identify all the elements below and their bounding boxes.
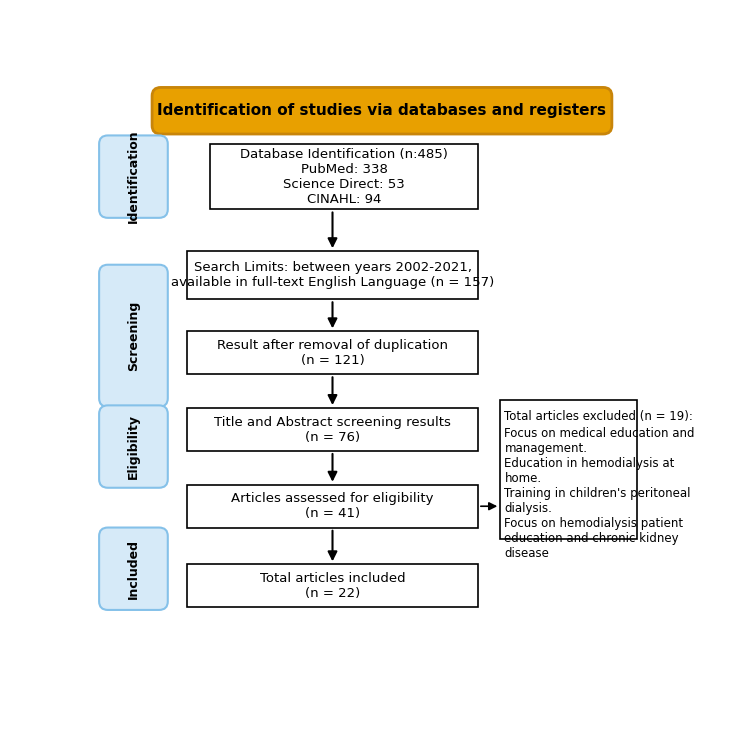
Text: Database Identification (n:485)
PubMed: 338
Science Direct: 53
CINAHL: 94: Database Identification (n:485) PubMed: … <box>240 148 448 206</box>
Text: Screening: Screening <box>127 300 140 371</box>
FancyBboxPatch shape <box>187 331 478 374</box>
FancyBboxPatch shape <box>187 485 478 528</box>
Text: Total articles included
(n = 22): Total articles included (n = 22) <box>260 572 406 600</box>
Text: Result after removal of duplication
(n = 121): Result after removal of duplication (n =… <box>217 339 448 367</box>
FancyBboxPatch shape <box>187 565 478 607</box>
Text: Identification of studies via databases and registers: Identification of studies via databases … <box>158 103 607 118</box>
Text: Included: Included <box>127 539 140 599</box>
Text: Title and Abstract screening results
(n = 76): Title and Abstract screening results (n … <box>214 415 451 444</box>
FancyBboxPatch shape <box>152 87 612 134</box>
Text: Identification: Identification <box>127 130 140 224</box>
Text: Total articles excluded (n = 19):: Total articles excluded (n = 19): <box>505 410 693 423</box>
FancyBboxPatch shape <box>99 405 167 488</box>
Text: Articles assessed for eligibility
(n = 41): Articles assessed for eligibility (n = 4… <box>231 492 434 520</box>
FancyBboxPatch shape <box>210 144 478 210</box>
FancyBboxPatch shape <box>500 400 637 539</box>
FancyBboxPatch shape <box>99 265 167 407</box>
Text: Focus on medical education and
management.
Education in hemodialysis at
home.
Tr: Focus on medical education and managemen… <box>505 427 695 560</box>
FancyBboxPatch shape <box>187 408 478 451</box>
FancyBboxPatch shape <box>187 251 478 299</box>
Text: Eligibility: Eligibility <box>127 414 140 479</box>
FancyBboxPatch shape <box>99 528 167 610</box>
Text: Search Limits: between years 2002-2021,
available in full-text English Language : Search Limits: between years 2002-2021, … <box>171 261 494 289</box>
FancyBboxPatch shape <box>99 136 167 218</box>
